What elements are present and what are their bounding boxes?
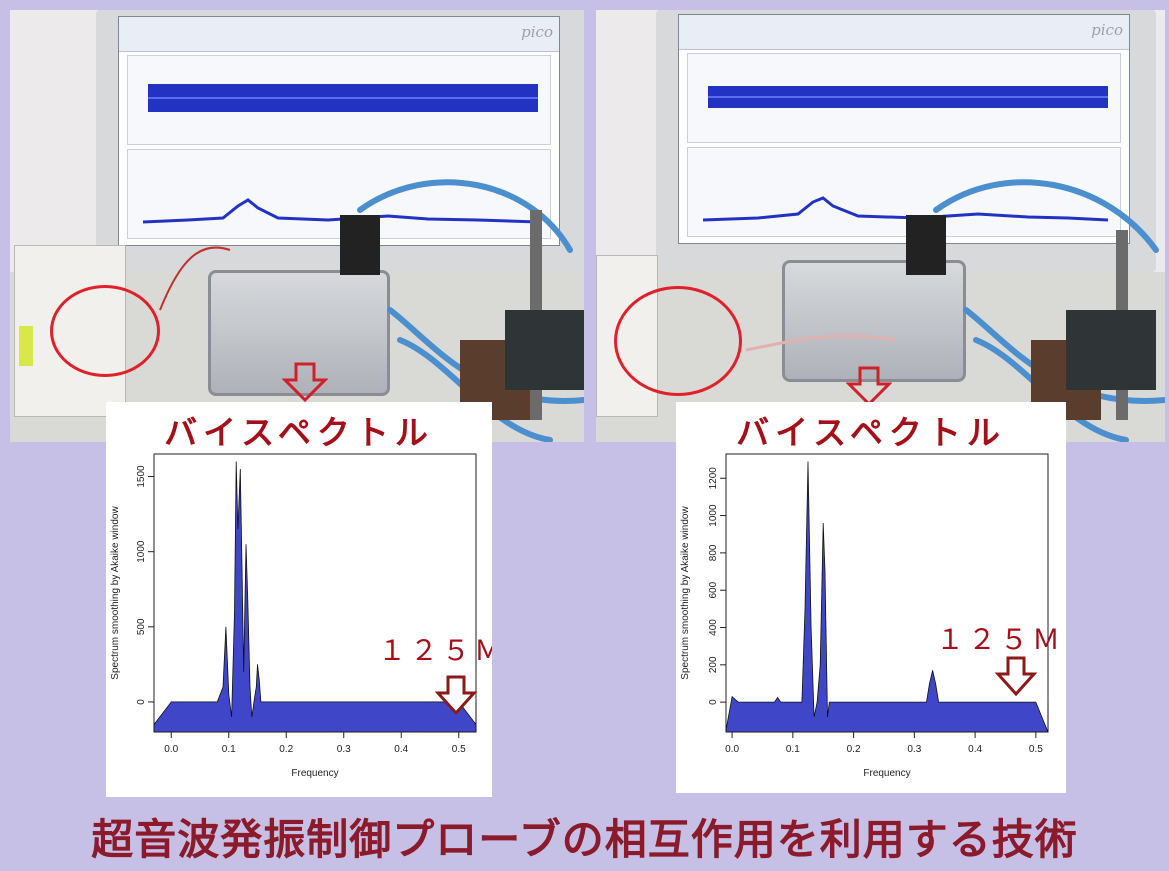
y-tick-label: 1000 — [136, 540, 147, 563]
y-tick-label: 1500 — [136, 465, 147, 488]
y-axis-label: Spectrum smoothing by Akaike window — [680, 506, 691, 680]
oscilloscope-screen: pico — [118, 16, 560, 246]
waveform-panel — [127, 55, 551, 145]
chart-title: バイスペクトル — [164, 413, 434, 452]
experiment-photo-right: pico — [596, 10, 1165, 442]
chart-plot: 0.0 0.1 0.2 0.3 0.4 0.5 0 500 1000 1500 Frequency S… — [110, 453, 492, 779]
toolbar — [679, 15, 1129, 50]
chart-title: バイスペクトル — [736, 413, 1006, 452]
display-led — [19, 326, 33, 366]
spectrum-panel — [127, 149, 551, 239]
waveform-panel — [687, 53, 1121, 143]
x-tick-label: 0.5 — [1029, 744, 1043, 755]
down-arrow-icon — [282, 362, 328, 402]
y-tick-label: 600 — [708, 581, 719, 598]
spectrum-waveform — [142, 198, 539, 224]
steel-tray — [782, 260, 966, 382]
experiment-photo-left: pico — [10, 10, 584, 442]
spectrum-area — [153, 461, 477, 733]
chart-plot: 0.0 0.1 0.2 0.3 0.4 0.5 0 200 400 600 800 1000 1200 F… — [680, 453, 1066, 779]
y-axis-label: Spectrum smoothing by Akaike window — [110, 506, 121, 680]
x-tick-label: 0.2 — [847, 744, 861, 755]
down-arrow-icon — [434, 675, 478, 716]
bispectrum-chart-left: バイスペクトル 0.0 0.1 0.2 0.3 0.4 0.5 0 500 1000 1500 Fr… — [106, 402, 492, 797]
spectrum-panel — [687, 147, 1121, 237]
plot-frame — [725, 453, 1049, 733]
x-tick-label: 0.3 — [907, 744, 921, 755]
cables-and-stand — [159, 179, 584, 442]
time-waveform — [708, 86, 1108, 108]
y-tick-label: 1200 — [708, 467, 719, 490]
plot-frame — [153, 453, 477, 733]
y-tick-label: 200 — [708, 656, 719, 673]
x-tick-label: 0.3 — [337, 744, 351, 755]
brand-logo: pico — [1091, 21, 1123, 39]
spectrum-area — [725, 461, 1049, 733]
down-arrow-icon — [846, 366, 892, 406]
brand-logo: pico — [521, 23, 553, 41]
footer-caption: 超音波発振制御プローブの相互作用を利用する技術 — [91, 815, 1078, 864]
x-tick-label: 0.4 — [394, 744, 408, 755]
bispectrum-chart-right: バイスペクトル 0.0 0.1 0.2 0.3 0.4 0.5 0 200 400 600 800 1… — [676, 402, 1066, 793]
x-tick-label: 0.5 — [452, 744, 466, 755]
x-axis-label: Frequency — [291, 768, 338, 779]
steel-tray — [208, 270, 390, 396]
y-tick-label: 500 — [136, 618, 147, 635]
highlight-circle — [614, 286, 742, 396]
x-tick-label: 0.0 — [725, 744, 739, 755]
y-tick-label: 0 — [708, 699, 719, 705]
down-arrow-icon — [994, 656, 1038, 697]
y-tick-label: 0 — [136, 699, 147, 705]
frequency-annotation: １２５ＭＨｚ — [936, 623, 1066, 656]
cables-and-stand — [745, 179, 1165, 442]
highlight-circle — [50, 285, 160, 377]
x-tick-label: 0.1 — [786, 744, 800, 755]
x-tick-label: 0.2 — [279, 744, 293, 755]
frequency-annotation: １２５ＭＨｚ — [378, 634, 492, 667]
y-tick-label: 1000 — [708, 504, 719, 527]
time-waveform — [148, 84, 538, 112]
x-axis-label: Frequency — [863, 768, 910, 779]
y-tick-label: 400 — [708, 619, 719, 636]
oscilloscope-screen: pico — [678, 14, 1130, 244]
toolbar — [119, 17, 559, 52]
y-tick-label: 800 — [708, 544, 719, 561]
spectrum-waveform — [702, 196, 1109, 222]
x-tick-label: 0.1 — [222, 744, 236, 755]
x-tick-label: 0.0 — [164, 744, 178, 755]
x-tick-label: 0.4 — [968, 744, 982, 755]
